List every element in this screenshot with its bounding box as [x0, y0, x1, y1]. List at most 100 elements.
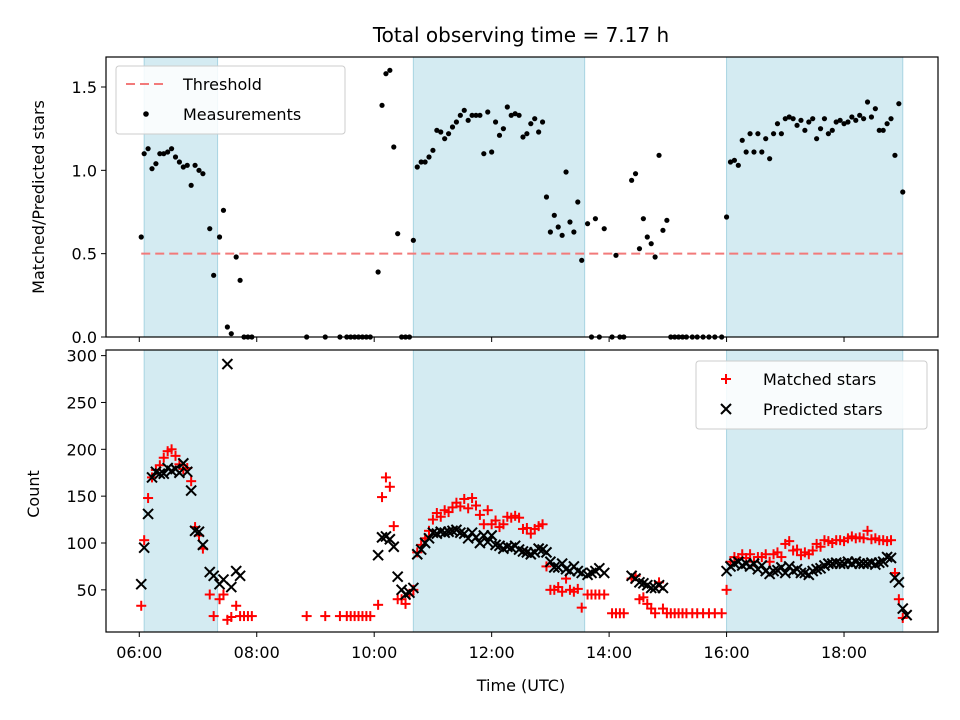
measurement-point	[153, 161, 159, 167]
matched-star-point	[514, 512, 525, 523]
measurement-point	[469, 112, 475, 118]
y-tick-label: 100	[66, 534, 97, 553]
y-tick-label: 0.5	[72, 245, 97, 264]
measurement-point	[442, 136, 448, 142]
measurement-point	[829, 127, 835, 133]
measurement-point	[794, 122, 800, 128]
measurement-point	[751, 149, 757, 155]
matched-star-point	[218, 589, 229, 600]
measurement-point	[547, 229, 553, 235]
matched-star-point	[377, 492, 388, 503]
x-tick-label: 12:00	[469, 643, 515, 662]
measurement-point	[849, 114, 855, 120]
measurement-point	[157, 151, 163, 157]
matched-star-point	[246, 611, 257, 622]
measurement-point	[727, 159, 734, 165]
matched-star-point	[807, 545, 818, 556]
measurement-point	[601, 226, 607, 232]
measurement-point	[500, 126, 507, 132]
measurement-point	[763, 136, 769, 142]
measurement-point	[853, 117, 859, 123]
predicted-star-point	[234, 570, 246, 582]
measurement-point	[176, 159, 183, 165]
legend-measurements-swatch	[143, 111, 149, 117]
matched-star-point	[204, 589, 215, 600]
x-tick-label: 14:00	[586, 643, 632, 662]
measurement-point	[747, 131, 753, 137]
predicted-star-point	[221, 358, 234, 370]
measurement-point	[395, 231, 401, 237]
predicted-star-point	[767, 565, 780, 577]
measurement-point	[739, 137, 745, 143]
measurement-point	[387, 67, 393, 73]
measurement-point	[196, 167, 202, 173]
top-y-axis-label: Matched/Predicted stars	[29, 100, 48, 294]
y-tick-label: 50	[77, 581, 97, 600]
measurement-point	[434, 127, 440, 133]
measurement-point	[180, 164, 186, 170]
measurement-point	[445, 131, 452, 137]
predicted-star-point	[181, 466, 193, 478]
measurement-point	[884, 121, 890, 127]
matched-star-point	[716, 608, 727, 619]
predicted-star-point	[197, 539, 209, 551]
predicted-star-point	[881, 551, 893, 563]
matched-star-point	[435, 511, 446, 522]
measurement-point	[656, 152, 662, 158]
predicted-star-point	[873, 556, 885, 569]
legend-matched-swatch	[721, 374, 731, 384]
measurement-point	[774, 121, 781, 127]
measurement-point	[584, 221, 591, 227]
measurement-point	[660, 227, 666, 233]
matched-star-point	[537, 519, 548, 530]
matched-star-point	[784, 536, 795, 547]
measurement-point	[652, 254, 658, 260]
top-y-axis-ticks: 0.0 0.5 1.0 1.5	[72, 78, 106, 347]
measurement-point	[821, 116, 828, 122]
measurement-point	[782, 116, 788, 122]
predicted-star-point	[193, 526, 205, 538]
matched-star-point	[301, 611, 312, 622]
legend-threshold-label: Threshold	[182, 75, 262, 94]
matched-star-point	[365, 611, 376, 622]
measurement-point	[786, 114, 792, 120]
matched-star-point	[572, 583, 583, 594]
measurement-point	[767, 156, 773, 162]
predicted-star-point	[177, 457, 190, 470]
predicted-star-point	[810, 563, 823, 575]
measurement-point	[810, 116, 816, 122]
measurement-point	[864, 99, 871, 105]
bottom-plot-frame	[105, 349, 939, 633]
measurement-point	[579, 257, 585, 263]
bottom-y-axis-ticks: 50 100 150 200 250 300	[66, 347, 106, 600]
measurement-point	[184, 162, 190, 168]
measurement-point	[145, 146, 151, 152]
x-tick-label: 18:00	[821, 643, 867, 662]
measurement-point	[477, 112, 483, 118]
measurement-point	[473, 112, 479, 118]
measurement-point	[188, 182, 194, 188]
bottom-panel: 50 100 150 200 250 300 06:00 08:00 10:00 12:00 14…	[24, 347, 939, 695]
y-tick-label: 300	[66, 347, 97, 366]
predicted-star-point	[415, 543, 427, 556]
predicted-star-point	[225, 581, 237, 593]
measurement-point	[755, 131, 761, 137]
measurement-point	[559, 232, 565, 238]
measurement-point	[216, 234, 223, 240]
matched-star-point	[474, 509, 485, 520]
predicted-star-point	[548, 561, 561, 574]
measurement-point	[461, 107, 467, 113]
measurement-point	[798, 117, 804, 123]
predicted-star-point	[142, 508, 154, 520]
top-legend-frame	[115, 65, 346, 135]
predicted-star-point	[489, 539, 502, 551]
measurement-point	[426, 154, 432, 160]
predicted-star-point	[135, 578, 147, 590]
predicted-star-point	[154, 467, 166, 480]
measurement-point	[465, 117, 471, 123]
matched-star-point	[745, 549, 756, 560]
measurement-point	[861, 116, 867, 122]
measurement-point	[508, 112, 514, 118]
measurement-point	[833, 119, 839, 125]
measurement-point	[485, 109, 491, 115]
